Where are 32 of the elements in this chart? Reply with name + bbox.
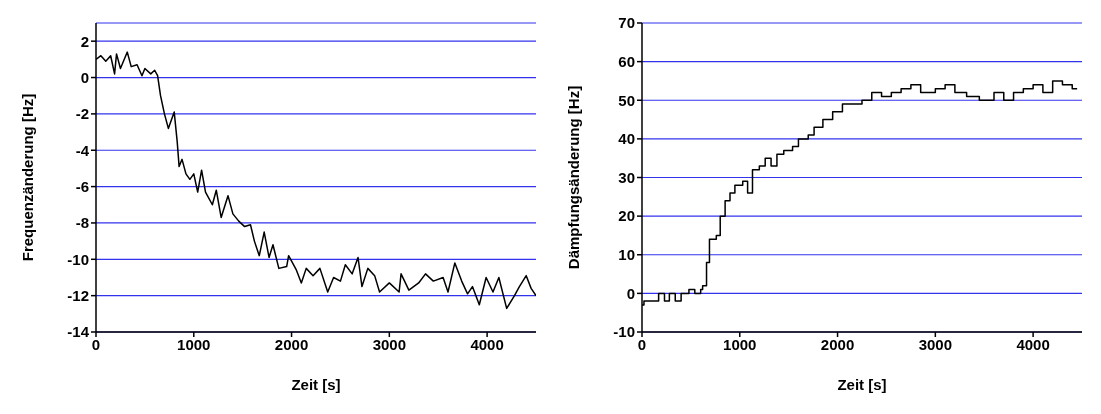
y-tick-label: -4	[75, 141, 90, 159]
y-tick-label: -10	[67, 250, 89, 268]
y-tick-label: -10	[613, 323, 635, 341]
y-tick-label: -6	[75, 177, 89, 195]
x-tick-label: 0	[91, 335, 101, 353]
x-tick-label: 2000	[274, 335, 309, 353]
y-tick-label: -14	[67, 323, 90, 341]
x-tick-label: 4000	[1016, 335, 1050, 353]
y-axis-title: Frequenzänderung [Hz]	[19, 93, 37, 262]
x-tick-label: 3000	[918, 335, 953, 353]
y-tick-label: -8	[75, 214, 89, 232]
x-tick-label: 1000	[177, 335, 211, 353]
y-tick-label: 50	[618, 91, 635, 109]
x-tick-label: 2000	[820, 335, 855, 353]
y-tick-label: -2	[75, 105, 89, 123]
x-tick-label: 0	[637, 335, 647, 353]
y-tick-label: 70	[618, 14, 635, 32]
y-tick-label: 30	[618, 168, 635, 186]
y-tick-label: 40	[618, 130, 635, 148]
x-tick-label: 1000	[723, 335, 757, 353]
y-tick-label: -12	[67, 286, 89, 304]
y-tick-label: 60	[618, 52, 635, 70]
y-tick-label: 10	[618, 246, 635, 264]
y-tick-label: 20	[618, 207, 635, 225]
y-tick-label: 0	[80, 68, 89, 86]
y-tick-label: 2	[80, 32, 89, 50]
x-tick-label: 4000	[470, 335, 504, 353]
x-axis-title: Zeit [s]	[291, 376, 341, 393]
x-axis-title: Zeit [s]	[837, 376, 887, 393]
y-tick-label: 0	[626, 284, 635, 302]
y-axis-title: Dämpfungsänderung [Hz]	[565, 85, 583, 270]
x-tick-label: 3000	[372, 335, 407, 353]
